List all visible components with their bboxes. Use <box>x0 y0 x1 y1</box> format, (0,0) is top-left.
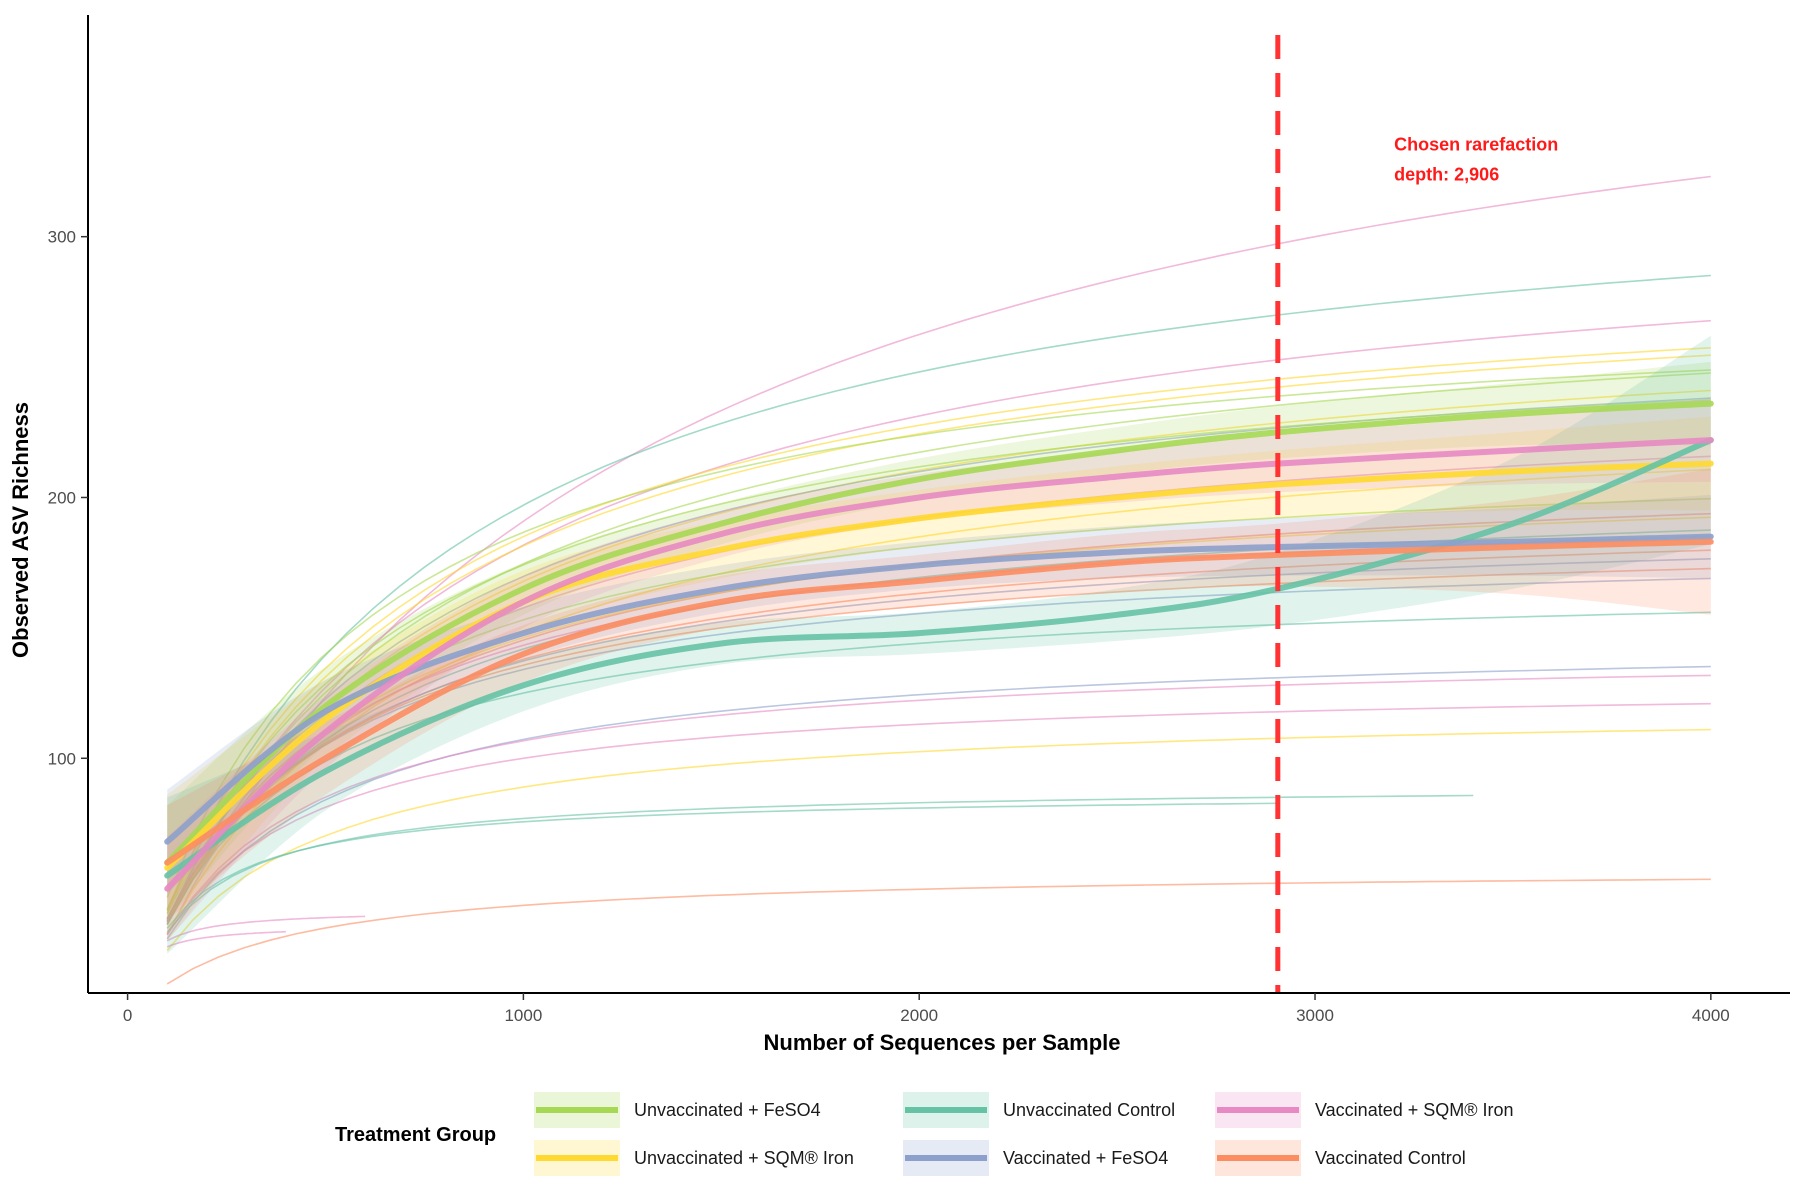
group-fit-line <box>164 400 1714 866</box>
sample-curve <box>166 347 1711 910</box>
sample-curve <box>166 567 1711 921</box>
legend-item: Unvaccinated Control <box>903 1092 1175 1128</box>
x-tick-label: 2000 <box>900 1006 938 1025</box>
sample-curve <box>166 369 1711 898</box>
legend-items: Unvaccinated + FeSO4 Unvaccinated Control… <box>534 1092 1514 1176</box>
x-tick-label: 0 <box>123 1006 132 1025</box>
sample-curve <box>166 674 1711 935</box>
sample-curve <box>166 175 1711 936</box>
sample-curve <box>166 399 1711 912</box>
x-axis-ticks: 0 1000 2000 3000 4000 <box>123 993 1730 1025</box>
group-fit-line <box>164 533 1714 845</box>
legend-label: Unvaccinated + FeSO4 <box>634 1100 821 1120</box>
legend: Treatment Group Unvaccinated + FeSO4 Unva… <box>335 1092 1514 1176</box>
sample-curve <box>166 468 1711 935</box>
legend-label: Vaccinated + FeSO4 <box>1003 1148 1168 1168</box>
sample-curve <box>166 878 1711 985</box>
x-tick-label: 1000 <box>504 1006 542 1025</box>
y-tick-label: 100 <box>48 749 76 768</box>
group-fit-lines <box>164 400 1714 892</box>
x-tick-label: 4000 <box>1692 1006 1730 1025</box>
legend-label: Unvaccinated + SQM® Iron <box>634 1148 854 1168</box>
confidence-band <box>167 335 1711 954</box>
sample-curve <box>166 702 1711 935</box>
legend-item: Unvaccinated + SQM® Iron <box>534 1140 854 1176</box>
sample-curve <box>166 354 1711 913</box>
sample-curve <box>166 915 366 942</box>
confidence-band <box>167 468 1711 920</box>
rarefaction-annotation-line-2: depth: 2,906 <box>1394 165 1499 185</box>
y-tick-label: 300 <box>48 228 76 247</box>
y-axis-ticks: 100 200 300 <box>48 228 88 768</box>
y-axis-title: Observed ASV Richness <box>8 402 33 658</box>
sample-curve <box>166 794 1474 933</box>
sample-curve <box>166 611 1711 924</box>
legend-item: Unvaccinated + FeSO4 <box>534 1092 821 1128</box>
group-fit-line <box>164 437 1714 892</box>
x-axis-title: Number of Sequences per Sample <box>764 1030 1121 1055</box>
legend-item: Vaccinated Control <box>1215 1140 1466 1176</box>
rarefaction-annotation-line-1: Chosen rarefaction <box>1394 135 1558 155</box>
sample-curve <box>166 274 1711 911</box>
y-tick-label: 200 <box>48 488 76 507</box>
confidence-bands <box>167 335 1711 954</box>
legend-item: Vaccinated + FeSO4 <box>903 1140 1168 1176</box>
sample-curve <box>166 802 1278 929</box>
confidence-band <box>167 494 1711 894</box>
sample-curve <box>166 930 286 948</box>
group-fit-line <box>164 538 1714 866</box>
legend-label: Unvaccinated Control <box>1003 1100 1175 1120</box>
sample-curve <box>166 389 1711 926</box>
legend-label: Vaccinated + SQM® Iron <box>1315 1100 1514 1120</box>
legend-label: Vaccinated Control <box>1315 1148 1466 1168</box>
axes: 0 1000 2000 3000 4000 100 200 300 <box>48 15 1790 1025</box>
x-tick-label: 3000 <box>1296 1006 1334 1025</box>
sample-curve <box>166 558 1711 922</box>
sample-curve <box>166 319 1711 922</box>
sample-curve <box>166 728 1711 952</box>
legend-title: Treatment Group <box>335 1124 496 1146</box>
confidence-band <box>167 398 1711 941</box>
sample-curve <box>166 372 1711 920</box>
legend-item: Vaccinated + SQM® Iron <box>1215 1092 1514 1128</box>
